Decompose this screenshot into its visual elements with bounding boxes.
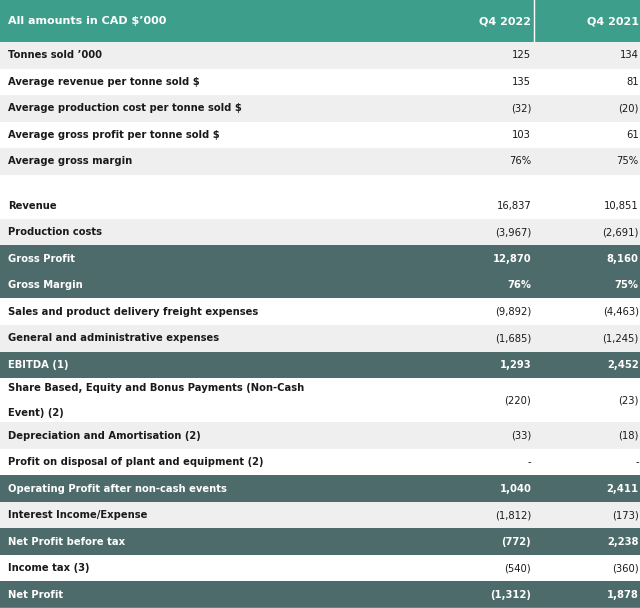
Text: (32): (32) <box>511 103 531 113</box>
Bar <box>0 95 640 122</box>
Bar <box>0 502 640 528</box>
Text: 1,878: 1,878 <box>607 590 639 599</box>
Text: (2,691): (2,691) <box>602 227 639 237</box>
Text: 81: 81 <box>626 77 639 87</box>
Text: Q4 2022: Q4 2022 <box>479 16 531 26</box>
Text: Net Profit: Net Profit <box>8 590 63 599</box>
Bar <box>0 272 640 299</box>
Bar <box>0 299 640 325</box>
Bar <box>0 219 640 246</box>
Bar <box>0 351 640 378</box>
Text: 103: 103 <box>513 130 531 140</box>
Text: Average production cost per tonne sold $: Average production cost per tonne sold $ <box>8 103 241 113</box>
Bar <box>0 555 640 581</box>
Text: Interest Income/Expense: Interest Income/Expense <box>8 510 147 520</box>
Bar <box>0 581 640 608</box>
Bar <box>0 528 640 555</box>
Text: Profit on disposal of plant and equipment (2): Profit on disposal of plant and equipmen… <box>8 457 263 467</box>
Text: Operating Profit after non-cash events: Operating Profit after non-cash events <box>8 483 227 494</box>
Text: Tonnes sold ’000: Tonnes sold ’000 <box>8 50 102 60</box>
Text: (220): (220) <box>504 395 531 405</box>
Bar <box>0 449 640 475</box>
Bar <box>0 69 640 95</box>
Text: Gross Profit: Gross Profit <box>8 254 75 264</box>
Bar <box>0 42 640 69</box>
Text: Sales and product delivery freight expenses: Sales and product delivery freight expen… <box>8 307 258 317</box>
Text: Event) (2): Event) (2) <box>8 407 63 418</box>
Text: Q4 2021: Q4 2021 <box>587 16 639 26</box>
Text: 125: 125 <box>512 50 531 60</box>
Text: (33): (33) <box>511 430 531 441</box>
Text: (1,312): (1,312) <box>490 590 531 599</box>
Text: (1,685): (1,685) <box>495 333 531 344</box>
Text: 10,851: 10,851 <box>604 201 639 210</box>
Bar <box>0 423 640 449</box>
Text: 1,293: 1,293 <box>500 360 531 370</box>
Text: (18): (18) <box>618 430 639 441</box>
Text: 76%: 76% <box>509 156 531 167</box>
Bar <box>0 174 640 192</box>
Text: (20): (20) <box>618 103 639 113</box>
Text: (3,967): (3,967) <box>495 227 531 237</box>
Text: All amounts in CAD $’000: All amounts in CAD $’000 <box>8 16 166 26</box>
Text: 2,238: 2,238 <box>607 537 639 547</box>
Text: (4,463): (4,463) <box>603 307 639 317</box>
Text: Depreciation and Amortisation (2): Depreciation and Amortisation (2) <box>8 430 200 441</box>
Text: 8,160: 8,160 <box>607 254 639 264</box>
Bar <box>0 325 640 351</box>
Text: 134: 134 <box>620 50 639 60</box>
Text: (173): (173) <box>612 510 639 520</box>
Bar <box>0 246 640 272</box>
Text: General and administrative expenses: General and administrative expenses <box>8 333 219 344</box>
Text: (1,245): (1,245) <box>602 333 639 344</box>
Text: (540): (540) <box>504 563 531 573</box>
Bar <box>0 122 640 148</box>
Bar <box>0 378 640 423</box>
Text: (23): (23) <box>618 395 639 405</box>
Bar <box>0 148 640 174</box>
Text: -: - <box>527 457 531 467</box>
Text: 1,040: 1,040 <box>499 483 531 494</box>
Text: (9,892): (9,892) <box>495 307 531 317</box>
Text: 135: 135 <box>512 77 531 87</box>
Text: Average revenue per tonne sold $: Average revenue per tonne sold $ <box>8 77 199 87</box>
Text: 16,837: 16,837 <box>497 201 531 210</box>
Text: 2,411: 2,411 <box>607 483 639 494</box>
Text: (360): (360) <box>612 563 639 573</box>
Text: Net Profit before tax: Net Profit before tax <box>8 537 125 547</box>
Text: Gross Margin: Gross Margin <box>8 280 83 290</box>
Text: Average gross profit per tonne sold $: Average gross profit per tonne sold $ <box>8 130 220 140</box>
Text: Share Based, Equity and Bonus Payments (Non-Cash: Share Based, Equity and Bonus Payments (… <box>8 383 304 393</box>
Text: 76%: 76% <box>507 280 531 290</box>
Text: Average gross margin: Average gross margin <box>8 156 132 167</box>
Text: Income tax (3): Income tax (3) <box>8 563 89 573</box>
Bar <box>0 0 640 42</box>
Text: EBITDA (1): EBITDA (1) <box>8 360 68 370</box>
Text: 2,452: 2,452 <box>607 360 639 370</box>
Text: Revenue: Revenue <box>8 201 56 210</box>
Text: Production costs: Production costs <box>8 227 102 237</box>
Bar <box>0 192 640 219</box>
Text: 61: 61 <box>626 130 639 140</box>
Text: -: - <box>635 457 639 467</box>
Text: 75%: 75% <box>616 156 639 167</box>
Bar <box>0 475 640 502</box>
Text: (772): (772) <box>502 537 531 547</box>
Text: (1,812): (1,812) <box>495 510 531 520</box>
Text: 75%: 75% <box>615 280 639 290</box>
Text: 12,870: 12,870 <box>493 254 531 264</box>
